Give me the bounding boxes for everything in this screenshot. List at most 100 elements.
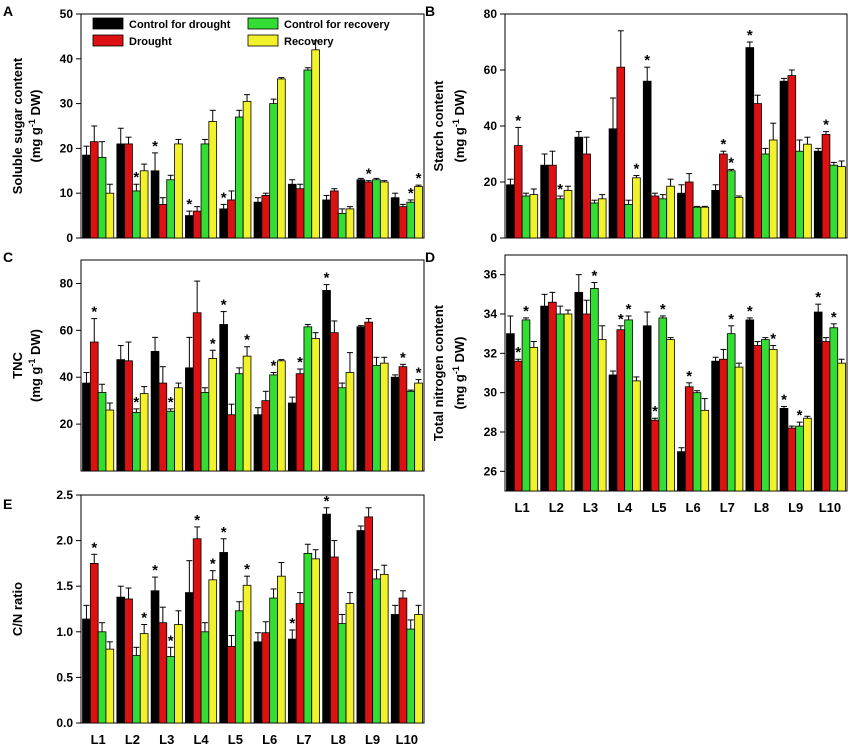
bar-l9-ctrl-recovery bbox=[372, 578, 381, 724]
bar-l3-ctrl-drought bbox=[150, 170, 160, 239]
bar-l1-ctrl-recovery bbox=[97, 156, 107, 239]
bar-l10-ctrl-recovery bbox=[829, 164, 839, 239]
y-axis-title: Total nitrogen content bbox=[431, 304, 446, 441]
y-tick-label: 50 bbox=[60, 7, 74, 21]
bar-l2-drought bbox=[124, 143, 133, 239]
y-axis-title: Soluble sugar content bbox=[10, 57, 25, 194]
y-tick-label: 1.0 bbox=[56, 625, 73, 639]
bar-l7-ctrl-recovery bbox=[303, 326, 313, 472]
panel-letter: D bbox=[425, 249, 435, 265]
bar-l9-drought bbox=[364, 321, 373, 472]
significance-star: * bbox=[400, 349, 406, 366]
bar-l10-recovery bbox=[414, 382, 423, 472]
bar-l3-recovery bbox=[174, 143, 183, 239]
bar-l2-drought bbox=[548, 301, 557, 492]
bar-l2-ctrl-recovery bbox=[132, 655, 141, 724]
y-axis-unit: (mg g-1 DW) bbox=[27, 329, 43, 402]
x-tick-label: L8 bbox=[331, 732, 346, 747]
significance-star: * bbox=[770, 330, 776, 347]
bar-l9-drought bbox=[364, 181, 373, 239]
significance-star: * bbox=[91, 304, 97, 321]
bar-l6-drought bbox=[261, 400, 271, 472]
significance-star: * bbox=[720, 136, 726, 153]
bar-l3-ctrl-recovery bbox=[166, 410, 175, 472]
bar-l4-recovery bbox=[632, 380, 641, 492]
x-tick-label: L7 bbox=[720, 500, 735, 515]
bar-l1-recovery bbox=[529, 347, 539, 492]
x-tick-label: L7 bbox=[296, 732, 311, 747]
significance-star: * bbox=[221, 524, 227, 541]
bar-l10-recovery bbox=[837, 166, 846, 239]
bar-l9-ctrl-drought bbox=[356, 179, 366, 239]
y-tick-label: 40 bbox=[60, 52, 74, 66]
bar-l5-ctrl-recovery bbox=[658, 198, 668, 239]
bar-l8-ctrl-drought bbox=[322, 199, 331, 239]
bar-l3-recovery bbox=[597, 198, 607, 239]
bar-l10-ctrl-drought bbox=[813, 311, 823, 492]
bar-l8-recovery bbox=[345, 208, 355, 239]
bar-l10-ctrl-recovery bbox=[406, 628, 416, 724]
y-axis-unit: (mg g-1 DW) bbox=[451, 336, 467, 409]
y-tick-label: 2.5 bbox=[56, 488, 73, 502]
legend-swatch bbox=[247, 34, 279, 47]
x-tick-label: L6 bbox=[262, 732, 277, 747]
bar-l1-recovery bbox=[105, 409, 115, 472]
bar-l2-ctrl-drought bbox=[540, 164, 549, 239]
y-tick-label: 40 bbox=[60, 370, 74, 384]
bar-l5-ctrl-drought bbox=[219, 208, 228, 239]
bar-l5-drought bbox=[650, 195, 660, 239]
bar-l3-ctrl-drought bbox=[150, 351, 160, 472]
bar-l7-recovery bbox=[311, 558, 320, 724]
x-tick-label: L4 bbox=[193, 732, 209, 747]
bar-l1-drought bbox=[513, 360, 523, 492]
bar-l2-recovery bbox=[563, 189, 573, 239]
significance-star: * bbox=[91, 539, 97, 556]
bar-l1-ctrl-drought bbox=[506, 333, 515, 492]
bar-l10-ctrl-drought bbox=[390, 614, 400, 724]
bar-l1-ctrl-drought bbox=[82, 382, 91, 472]
bar-l6-drought bbox=[261, 195, 271, 239]
panel-letter: C bbox=[3, 249, 13, 265]
bar-l7-ctrl-recovery bbox=[303, 552, 313, 724]
bar-l1-recovery bbox=[105, 192, 115, 239]
significance-star: * bbox=[133, 394, 139, 411]
y-tick-label: 26 bbox=[484, 464, 498, 478]
significance-star: * bbox=[324, 270, 330, 287]
bar-l8-ctrl-recovery bbox=[761, 339, 770, 492]
y-tick-label: 10 bbox=[60, 186, 74, 200]
significance-star: * bbox=[652, 403, 658, 420]
bar-l4-drought bbox=[616, 329, 626, 492]
y-tick-label: 2.0 bbox=[56, 534, 73, 548]
y-tick-label: 30 bbox=[60, 97, 74, 111]
significance-star: * bbox=[633, 161, 639, 178]
y-tick-label: 32 bbox=[484, 346, 498, 360]
bar-l8-recovery bbox=[345, 372, 355, 472]
x-tick-label: L5 bbox=[651, 500, 666, 515]
panel-c: C 20 40 60 80 TNC(mg g-1 DW) * * * * * * * * * * * bbox=[3, 249, 425, 472]
bar-l5-ctrl-recovery bbox=[234, 116, 244, 239]
bar-l8-ctrl-recovery bbox=[337, 387, 347, 472]
significance-star: * bbox=[408, 185, 414, 202]
bar-l7-ctrl-recovery bbox=[726, 170, 736, 239]
bar-l2-drought bbox=[548, 164, 557, 239]
bar-l9-drought bbox=[787, 75, 797, 239]
y-tick-label: 80 bbox=[484, 7, 498, 21]
bar-l9-recovery bbox=[803, 143, 812, 239]
bar-l1-drought bbox=[89, 141, 99, 239]
significance-star: * bbox=[686, 368, 692, 385]
significance-star: * bbox=[515, 112, 521, 129]
legend: Control for drought Drought Control for re… bbox=[92, 17, 391, 48]
bar-l8-recovery bbox=[345, 603, 355, 724]
bar-l8-recovery bbox=[768, 348, 778, 492]
x-tick-label: L10 bbox=[396, 732, 418, 747]
bar-l1-recovery bbox=[105, 648, 115, 724]
bar-l7-drought bbox=[719, 153, 728, 239]
bar-l4-ctrl-drought bbox=[608, 374, 618, 492]
x-tick-label: L1 bbox=[515, 500, 530, 515]
bar-l3-ctrl-recovery bbox=[590, 202, 599, 239]
bar-l3-ctrl-drought bbox=[574, 291, 584, 492]
significance-star: * bbox=[152, 138, 158, 155]
bar-l10-ctrl-recovery bbox=[829, 327, 839, 492]
y-axis-title: Starch content bbox=[431, 80, 446, 172]
